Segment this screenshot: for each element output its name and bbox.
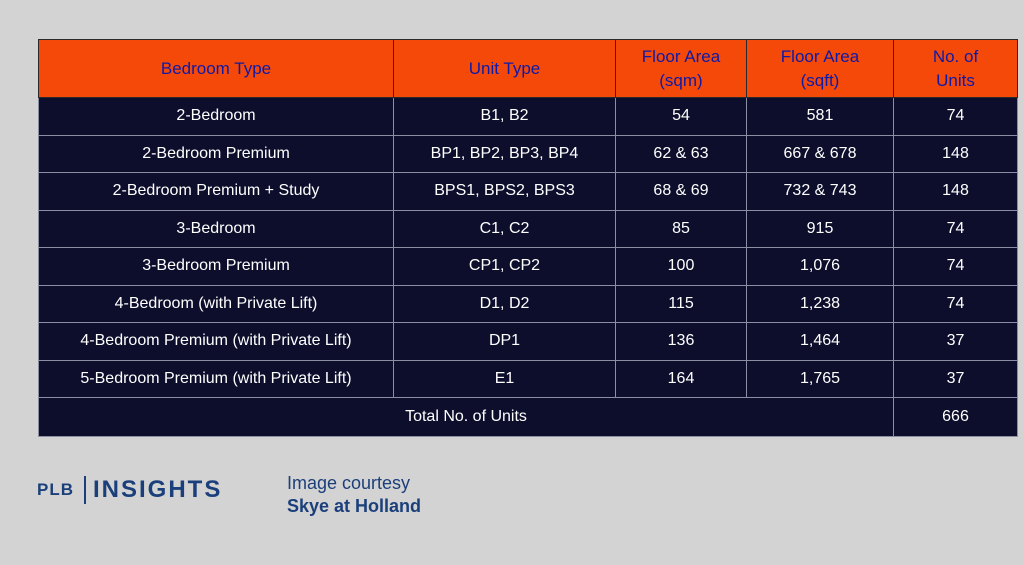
total-label: Total No. of Units [38, 397, 894, 437]
cell-floor-area-sqm: 85 [615, 209, 747, 248]
cell-no-of-units: 37 [893, 359, 1018, 398]
cell-unit-type: BP1, BP2, BP3, BP4 [393, 134, 616, 173]
cell-unit-type: C1, C2 [393, 209, 616, 248]
cell-unit-type: BPS1, BPS2, BPS3 [393, 172, 616, 211]
cell-bedroom-type: 4-Bedroom Premium (with Private Lift) [38, 322, 394, 361]
unit-mix-table-container: Bedroom Type Unit Type Floor Area (sqm) Floo… [38, 39, 1018, 437]
cell-no-of-units: 37 [893, 322, 1018, 361]
header-bedroom-type: Bedroom Type [38, 39, 394, 98]
cell-bedroom-type: 3-Bedroom [38, 209, 394, 248]
cell-unit-type: E1 [393, 359, 616, 398]
cell-no-of-units: 74 [893, 247, 1018, 286]
table-row: 3-Bedroom Premium CP1, CP2 100 1,076 74 [38, 247, 1018, 286]
cell-bedroom-type: 2-Bedroom [38, 97, 394, 136]
table-row: 3-Bedroom C1, C2 85 915 74 [38, 209, 1018, 248]
cell-floor-area-sqm: 62 & 63 [615, 134, 747, 173]
cell-floor-area-sqft: 1,464 [746, 322, 894, 361]
header-text-line: (sqm) [659, 70, 703, 90]
cell-no-of-units: 74 [893, 97, 1018, 136]
cell-floor-area-sqft: 1,238 [746, 284, 894, 323]
cell-unit-type: DP1 [393, 322, 616, 361]
cell-bedroom-type: 2-Bedroom Premium + Study [38, 172, 394, 211]
header-text-line: (sqft) [800, 70, 840, 90]
header-no-of-units: No. of Units [893, 39, 1018, 98]
cell-floor-area-sqm: 115 [615, 284, 747, 323]
cell-no-of-units: 148 [893, 172, 1018, 211]
total-value: 666 [893, 397, 1018, 437]
cell-bedroom-type: 5-Bedroom Premium (with Private Lift) [38, 359, 394, 398]
cell-floor-area-sqm: 68 & 69 [615, 172, 747, 211]
cell-floor-area-sqft: 667 & 678 [746, 134, 894, 173]
header-text-line: Floor Area [780, 46, 860, 66]
table-row: 4-Bedroom Premium (with Private Lift) DP1… [38, 322, 1018, 361]
cell-floor-area-sqm: 100 [615, 247, 747, 286]
header-text-line: Bedroom Type [160, 58, 272, 78]
plb-insights-logo: PLB INSIGHTS [37, 476, 222, 504]
table-header-row: Bedroom Type Unit Type Floor Area (sqm) Floo… [38, 39, 1018, 98]
table-row: 2-Bedroom B1, B2 54 581 74 [38, 97, 1018, 136]
cell-floor-area-sqft: 732 & 743 [746, 172, 894, 211]
cell-floor-area-sqm: 136 [615, 322, 747, 361]
cell-unit-type: D1, D2 [393, 284, 616, 323]
header-floor-area-sqft: Floor Area (sqft) [746, 39, 894, 98]
courtesy-label: Image courtesy [287, 473, 411, 493]
unit-mix-table: Bedroom Type Unit Type Floor Area (sqm) Floo… [38, 39, 1018, 437]
cell-floor-area-sqft: 1,076 [746, 247, 894, 286]
header-text-line: No. of [932, 46, 979, 66]
image-courtesy: Image courtesy Skye at Holland [287, 472, 421, 518]
header-text-line: Units [936, 70, 975, 90]
cell-floor-area-sqft: 581 [746, 97, 894, 136]
cell-no-of-units: 148 [893, 134, 1018, 173]
cell-floor-area-sqft: 915 [746, 209, 894, 248]
header-text-line: Unit Type [468, 58, 541, 78]
logo-plb-text: PLB [37, 480, 74, 499]
table-body: 2-Bedroom B1, B2 54 581 74 2-Bedroom Premium B… [38, 97, 1018, 437]
courtesy-source: Skye at Holland [287, 496, 422, 516]
header-text-line: Floor Area [641, 46, 721, 66]
cell-floor-area-sqm: 54 [615, 97, 747, 136]
cell-floor-area-sqm: 164 [615, 359, 747, 398]
table-row: 2-Bedroom Premium + Study BPS1, BPS2, BPS… [38, 172, 1018, 211]
table-row: 5-Bedroom Premium (with Private Lift) E1 1… [38, 359, 1018, 398]
cell-unit-type: CP1, CP2 [393, 247, 616, 286]
logo-insights-text: INSIGHTS [93, 476, 223, 503]
table-row: 2-Bedroom Premium BP1, BP2, BP3, BP4 62 & … [38, 134, 1018, 173]
header-unit-type: Unit Type [393, 39, 616, 98]
total-row: Total No. of Units 666 [38, 397, 1018, 437]
cell-no-of-units: 74 [893, 284, 1018, 323]
cell-no-of-units: 74 [893, 209, 1018, 248]
cell-floor-area-sqft: 1,765 [746, 359, 894, 398]
cell-bedroom-type: 4-Bedroom (with Private Lift) [38, 284, 394, 323]
cell-unit-type: B1, B2 [393, 97, 616, 136]
table-row: 4-Bedroom (with Private Lift) D1, D2 115 1,… [38, 284, 1018, 323]
logo-divider [84, 476, 86, 504]
header-floor-area-sqm: Floor Area (sqm) [615, 39, 747, 98]
cell-bedroom-type: 2-Bedroom Premium [38, 134, 394, 173]
cell-bedroom-type: 3-Bedroom Premium [38, 247, 394, 286]
